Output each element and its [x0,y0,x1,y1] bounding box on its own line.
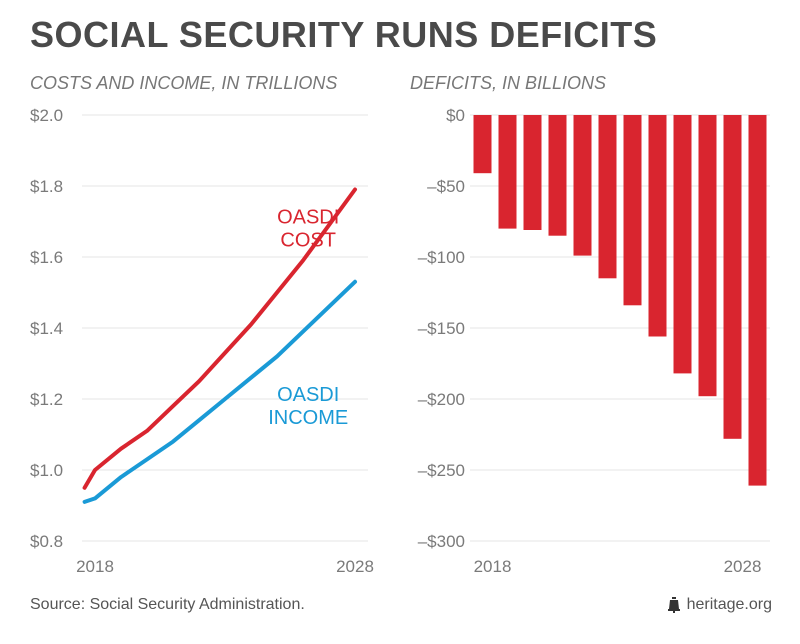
deficit-bar [698,115,717,397]
deficit-bar [498,115,517,229]
y-tick-label: $1.4 [30,319,63,338]
deficit-bar [573,115,592,256]
deficit-bar [598,115,617,279]
chart-title: SOCIAL SECURITY RUNS DEFICITS [30,14,658,55]
x-tick-label: 2018 [76,557,114,576]
y-tick-label: –$100 [418,248,465,267]
brand-text: heritage.org [686,596,772,613]
deficit-bar [723,115,742,439]
costs-income-line-chart: $0.8 $1.0 $1.2 $1.4 $1.6 $1.8 $2.0 2018 2028 OASD… [30,106,374,576]
series-label: OASDI [277,206,339,228]
y-tick-label: $1.6 [30,248,63,267]
y-tick-label: $1.2 [30,390,63,409]
x-tick-label: 2018 [474,557,512,576]
series-line [82,279,357,504]
deficit-bar [473,115,492,174]
deficit-bar [673,115,692,374]
x-tick-label: 2028 [724,557,762,576]
series-label: INCOME [268,407,348,429]
deficit-bar [623,115,642,306]
deficit-bar [748,115,767,486]
right-panel-subtitle: DEFICITS, IN BILLIONS [410,73,607,93]
y-tick-label: $0.8 [30,532,63,551]
deficit-bar [548,115,567,236]
y-tick-label: $0 [446,106,465,125]
liberty-bell-icon [667,597,680,613]
y-tick-label: –$150 [418,319,465,338]
left-panel-subtitle: COSTS AND INCOME, IN TRILLIONS [30,73,338,93]
deficit-bar [648,115,667,337]
deficits-bar-chart: $0 –$50 –$100 –$150 –$200 –$250 –$300 2018 2028 [418,106,770,576]
y-tick-label: $2.0 [30,106,63,125]
deficit-bar [523,115,542,230]
y-tick-label: –$200 [418,390,465,409]
y-tick-label: $1.0 [30,461,63,480]
source-note: Source: Social Security Administration. [30,596,305,613]
y-tick-label: –$300 [418,532,465,551]
y-tick-label: –$50 [427,177,465,196]
y-tick-label: $1.8 [30,177,63,196]
y-tick-label: –$250 [418,461,465,480]
x-tick-label: 2028 [336,557,374,576]
brand: heritage.org [667,596,772,614]
series-label: COST [280,229,336,251]
series-label: OASDI [277,384,339,406]
series-line [82,187,357,490]
